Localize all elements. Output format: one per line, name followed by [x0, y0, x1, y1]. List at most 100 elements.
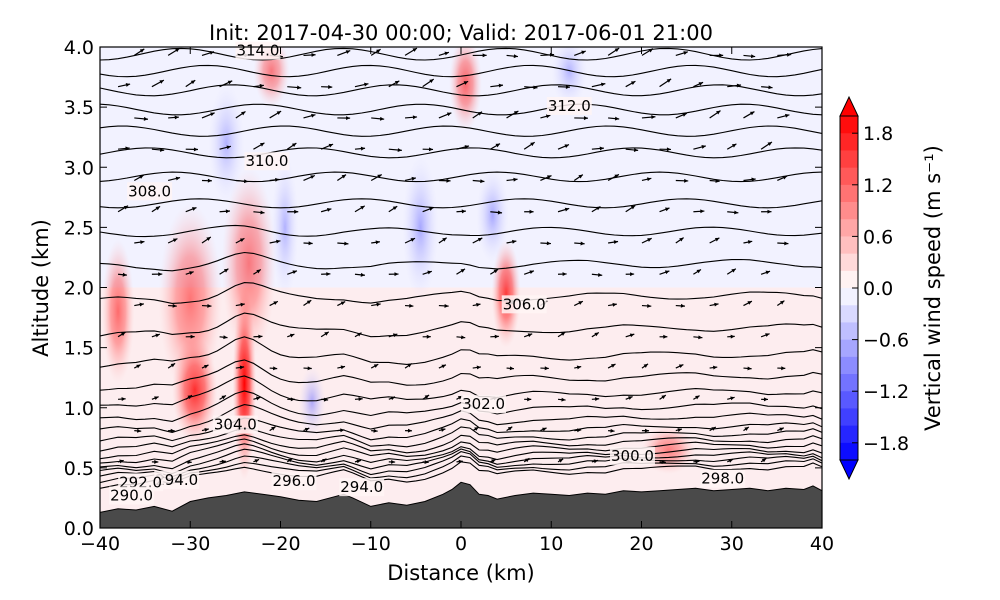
wind-vector	[607, 47, 620, 56]
wind-vector	[574, 428, 582, 433]
wind-vector	[506, 366, 515, 371]
colorbar-band	[840, 356, 858, 374]
wind-vector	[422, 206, 434, 213]
wind-vector	[573, 300, 584, 307]
wind-vector	[235, 365, 245, 370]
wind-vector	[573, 174, 584, 181]
wind-vector	[472, 302, 481, 307]
wind-vector	[709, 110, 721, 119]
wind-vector	[404, 47, 418, 56]
theta-contour-line	[100, 103, 822, 116]
updraft-region	[158, 203, 222, 396]
downdraft-region	[476, 167, 509, 264]
wind-vector	[709, 53, 724, 58]
wind-vector	[760, 141, 773, 150]
wind-vector	[371, 428, 378, 433]
y-tick-label: 3.0	[64, 157, 94, 179]
theta-contour-label: 294.0	[155, 471, 198, 489]
wind-vector	[776, 300, 785, 307]
plot-area: 314.0 312.0 310.0 308.0 306.0 304.0 302.0 300.0…	[99, 41, 823, 529]
y-axis-label: Altitude (km)	[29, 219, 53, 357]
wind-vector	[337, 116, 351, 121]
colorbar-tick-label: 1.2	[863, 175, 893, 197]
wind-vector	[337, 241, 349, 246]
theta-contours	[100, 47, 822, 489]
wind-vector	[675, 237, 684, 244]
wind-vector	[151, 272, 163, 277]
wind-vector	[201, 112, 215, 119]
theta-contour-line	[100, 312, 822, 338]
wind-vector	[253, 269, 262, 275]
wind-vector	[438, 364, 447, 369]
wind-vector	[659, 460, 666, 465]
x-tick-label: 0	[455, 533, 467, 555]
downdraft-region	[402, 155, 439, 300]
x-tick-label: 40	[810, 533, 834, 555]
theta-contour-label: 296.0	[273, 472, 316, 490]
wind-vector	[608, 240, 619, 245]
wind-vector	[151, 459, 159, 464]
wind-vector	[371, 240, 380, 245]
wind-vector	[659, 334, 668, 339]
wind-vector	[591, 82, 606, 88]
wind-vector	[134, 240, 145, 245]
wind-vector	[456, 268, 466, 275]
downdraft-region	[271, 155, 299, 300]
wind-vector	[490, 143, 501, 150]
y-tick-label: 3.5	[64, 97, 94, 119]
wind-vector	[321, 85, 333, 89]
wind-vector	[472, 365, 482, 370]
wind-vector	[219, 335, 228, 340]
wind-vector	[438, 428, 446, 432]
wind-vector	[134, 364, 141, 369]
y-tick-label: 1.5	[64, 338, 94, 360]
colorbar-tick-label: 0.6	[863, 226, 893, 248]
downdraft-region	[298, 365, 326, 438]
wind-vector	[709, 365, 718, 370]
wind-vector	[185, 79, 196, 88]
theta-contour-line	[100, 336, 822, 368]
colorbar-upper-extension	[839, 95, 859, 117]
wind-vector	[608, 428, 615, 433]
wind-vector	[286, 142, 297, 150]
colorbar-tick-label: −0.6	[863, 330, 909, 352]
wind-vector	[303, 366, 312, 371]
theta-contour-label: 312.0	[548, 97, 591, 115]
colorbar-band	[840, 202, 858, 220]
wind-vector	[287, 333, 295, 338]
colorbar-band	[840, 116, 858, 134]
theta-contour-line	[100, 171, 822, 183]
wind-vector	[727, 396, 735, 401]
wind-vector	[726, 268, 737, 275]
theta-contour-line	[100, 125, 822, 137]
wind-vector	[659, 270, 670, 275]
updraft-region	[221, 167, 276, 360]
wind-vector	[641, 363, 649, 369]
wind-vector	[117, 459, 124, 464]
wind-vector	[134, 302, 144, 307]
wind-vector	[201, 50, 215, 56]
wind-vector	[438, 51, 450, 56]
wind-vector	[388, 459, 396, 464]
wind-vector	[201, 427, 209, 432]
wind-vector	[777, 175, 788, 182]
theta-contour-label: 308.0	[128, 182, 171, 200]
y-axis: 0.0 0.5 1.0 1.5 2.0 2.5 3.0 3.5 4.0	[64, 37, 822, 540]
updraft-region	[491, 239, 521, 348]
wind-vector	[168, 428, 175, 433]
colorbar-band	[840, 150, 858, 168]
theta-contour-line	[100, 224, 822, 238]
wind-vector	[117, 272, 127, 277]
wind-vector	[777, 427, 785, 432]
wind-vector	[641, 48, 654, 56]
wind-vector	[422, 460, 429, 464]
theta-contour-line	[100, 451, 822, 478]
wind-vector	[405, 428, 413, 433]
wind-vector	[117, 205, 129, 213]
wind-vector	[557, 397, 566, 402]
colorbar-bands	[839, 115, 859, 461]
wind-vector	[760, 270, 771, 275]
colorbar-band	[840, 184, 858, 202]
theta-contour-line	[100, 47, 822, 61]
wind-vector	[557, 207, 570, 213]
